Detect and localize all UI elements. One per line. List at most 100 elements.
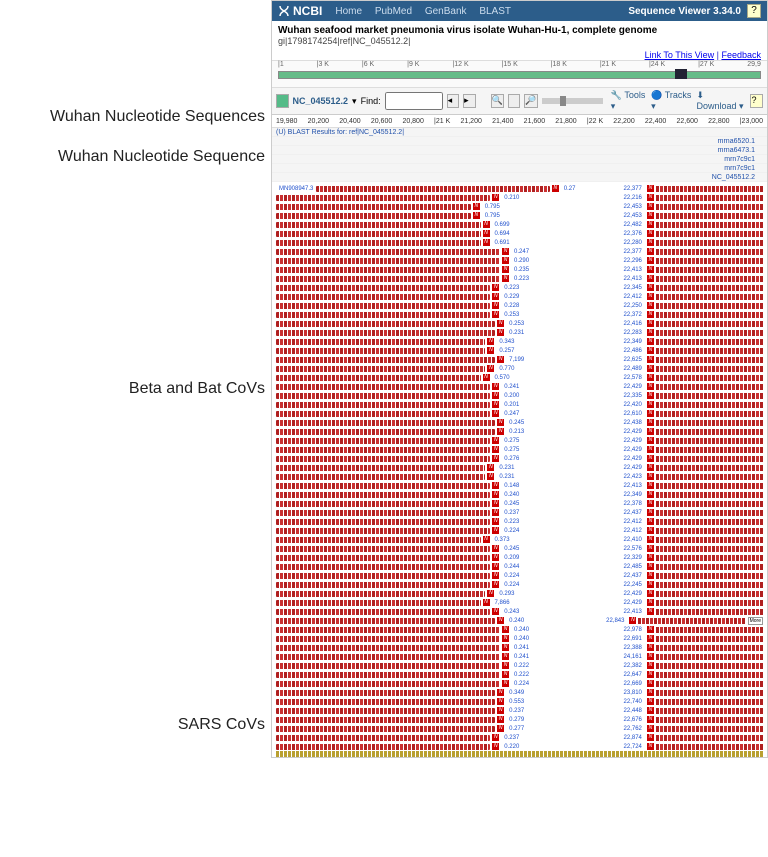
alignment-row[interactable]: N0.21322,429N	[272, 427, 767, 436]
alignment-row[interactable]: N0.24722,377N	[272, 247, 767, 256]
download-menu[interactable]: ⬇ Download ▾	[697, 90, 747, 112]
alignment-row[interactable]: N0.24522,438N	[272, 418, 767, 427]
feature-row[interactable]: mrn7c9c1	[272, 155, 767, 164]
alignment-row[interactable]: N0.23122,283N	[272, 328, 767, 337]
n-badge-icon: N	[497, 725, 504, 732]
alignment-row[interactable]: N7,86622,429N	[272, 598, 767, 607]
zoom-seq-icon[interactable]	[508, 94, 521, 108]
feature-row[interactable]: mrna6473.1	[272, 146, 767, 155]
prev-icon[interactable]: ◂	[447, 94, 460, 108]
alignment-row[interactable]: N0.79522,453N	[272, 211, 767, 220]
alignment-row[interactable]: N0.24022,843NMore	[272, 616, 767, 625]
alignment-row[interactable]: N7,19922,625N	[272, 355, 767, 364]
alignment-row[interactable]: N0.79522,453N	[272, 202, 767, 211]
n-badge-icon: N	[647, 428, 654, 435]
alignment-row[interactable]: N0.24022,349N	[272, 490, 767, 499]
alignment-row[interactable]: N0.23122,429N	[272, 463, 767, 472]
alignment-row[interactable]: N0.22822,250N	[272, 301, 767, 310]
alignment-row[interactable]: N0.27722,762N	[272, 724, 767, 733]
alignment-row[interactable]: N0.22422,245N	[272, 580, 767, 589]
alignment-row[interactable]: N0.20122,420N	[272, 400, 767, 409]
alignment-row[interactable]: N0.25322,372N	[272, 310, 767, 319]
nav-genbank[interactable]: GenBank	[425, 6, 467, 17]
alignment-row[interactable]: N0.22322,345N	[272, 283, 767, 292]
nav-pubmed[interactable]: PubMed	[375, 6, 412, 17]
alignment-row[interactable]: N0.22022,724N	[272, 742, 767, 751]
alignment-row[interactable]: N0.22322,413N	[272, 274, 767, 283]
alignment-row[interactable]: N0.23722,437N	[272, 508, 767, 517]
alignment-row[interactable]: N0.14822,413N	[272, 481, 767, 490]
n-badge-icon: N	[647, 572, 654, 579]
n-badge-icon: N	[497, 707, 504, 714]
alignment-row[interactable]: N0.23722,874N	[272, 733, 767, 742]
alignment-row[interactable]: N0.24122,388N	[272, 643, 767, 652]
n-badge-icon: N	[647, 455, 654, 462]
alignment-row[interactable]: N0.27522,429N	[272, 445, 767, 454]
alignment-row[interactable]: N0.24422,485N	[272, 562, 767, 571]
alignment-row[interactable]: N0.22422,412N	[272, 526, 767, 535]
alignment-row[interactable]: N0.77022,489N	[272, 364, 767, 373]
zoom-in-icon[interactable]: 🔍	[491, 94, 504, 108]
alignment-row[interactable]: N0.22422,437N	[272, 571, 767, 580]
feature-row[interactable]: mrna6520.1	[272, 137, 767, 146]
nav-home[interactable]: Home	[335, 6, 362, 17]
alignment-row[interactable]: N0.24124,161N	[272, 652, 767, 661]
alignment-row[interactable]: N0.25722,486N	[272, 346, 767, 355]
n-badge-icon: N	[647, 653, 654, 660]
nav-blast[interactable]: BLAST	[479, 6, 511, 17]
alignment-row[interactable]: N0.23122,423N	[272, 472, 767, 481]
alignment-row[interactable]: N0.29022,296N	[272, 256, 767, 265]
alignment-row[interactable]: N0.20922,329N	[272, 553, 767, 562]
alignment-row[interactable]: N0.24022,691N	[272, 634, 767, 643]
alignment-row[interactable]: MN908947.3 N 0.27 22,377 N	[272, 184, 767, 193]
n-badge-icon: N	[647, 707, 654, 714]
alignment-row[interactable]: N0.24522,576N	[272, 544, 767, 553]
help-icon-2[interactable]: ?	[750, 94, 763, 108]
feedback-link[interactable]: Feedback	[721, 50, 761, 60]
zoom-out-icon[interactable]: 🔎	[524, 94, 537, 108]
find-input[interactable]	[385, 92, 443, 110]
alignment-row[interactable]: N0.23522,413N	[272, 265, 767, 274]
n-badge-icon: N	[647, 698, 654, 705]
alignment-row[interactable]: N0.22222,647N	[272, 670, 767, 679]
help-icon[interactable]: ?	[747, 4, 761, 18]
alignment-row[interactable]: N0.69922,482N	[272, 220, 767, 229]
alignment-row[interactable]: N0.21022,216N	[272, 193, 767, 202]
toolbar: NC_045512.2▾ Find: ◂ ▸ 🔍 🔎 🔧 Tools ▾ 🔵 T…	[272, 88, 767, 115]
tools-menu[interactable]: 🔧 Tools ▾	[611, 90, 647, 112]
feature-row[interactable]: NC_045512.2	[272, 173, 767, 182]
alignment-row[interactable]: N0.69422,376N	[272, 229, 767, 238]
accession-label[interactable]: NC_045512.2	[293, 96, 349, 106]
n-badge-icon: N	[492, 734, 499, 741]
next-icon[interactable]: ▸	[463, 94, 476, 108]
alignment-row[interactable]: N0.69122,280N	[272, 238, 767, 247]
alignment-row[interactable]: N0.24022,978N	[272, 625, 767, 634]
alignment-row[interactable]: N0.25322,416N	[272, 319, 767, 328]
zoom-slider[interactable]	[542, 98, 603, 104]
feature-row[interactable]: mrn7c9c1	[272, 164, 767, 173]
alignment-row[interactable]: N0.37322,410N	[272, 535, 767, 544]
collapse-icon[interactable]	[276, 94, 289, 108]
alignment-row[interactable]: N0.27922,676N	[272, 715, 767, 724]
alignment-row[interactable]: N0.24522,378N	[272, 499, 767, 508]
alignment-row[interactable]: N0.22922,412N	[272, 292, 767, 301]
overview-panel[interactable]: |1|3 K|6 K|9 K|12 K|15 K|18 K|21 K|24 K|…	[272, 60, 767, 88]
alignment-row[interactable]: N0.24122,429N	[272, 382, 767, 391]
alignment-row[interactable]: N0.27622,429N	[272, 454, 767, 463]
alignment-row[interactable]: N0.27522,429N	[272, 436, 767, 445]
alignment-row[interactable]: N0.34322,349N	[272, 337, 767, 346]
alignment-row[interactable]: N0.24322,413N	[272, 607, 767, 616]
alignment-row[interactable]: N0.29322,429N	[272, 589, 767, 598]
alignment-row[interactable]: N0.22222,382N	[272, 661, 767, 670]
alignment-row[interactable]: N0.24722,610N	[272, 409, 767, 418]
alignment-row[interactable]: N0.20022,335N	[272, 391, 767, 400]
alignment-row[interactable]: N0.22322,412N	[272, 517, 767, 526]
alignment-row[interactable]: N0.22422,669N	[272, 679, 767, 688]
alignment-row[interactable]: N0.34923,810N	[272, 688, 767, 697]
alignment-row[interactable]: N0.55322,740N	[272, 697, 767, 706]
tracks-menu[interactable]: 🔵 Tracks ▾	[651, 90, 692, 112]
alignment-row[interactable]: N0.23722,448N	[272, 706, 767, 715]
alignment-row[interactable]: N0.57022,578N	[272, 373, 767, 382]
n-badge-icon: N	[502, 626, 509, 633]
link-to-view[interactable]: Link To This View	[645, 50, 715, 60]
